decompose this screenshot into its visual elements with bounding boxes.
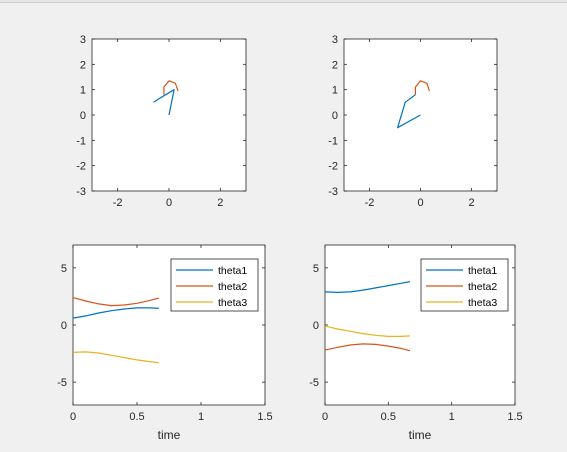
x-tick-label: 0 xyxy=(70,411,76,423)
y-tick-label: 1 xyxy=(332,85,338,97)
series-line-end-effector-trace xyxy=(163,80,179,95)
y-tick-label: 2 xyxy=(80,59,86,71)
y-tick-label: -3 xyxy=(328,186,338,198)
x-tick-label: 1.5 xyxy=(507,411,522,423)
window-top-edge xyxy=(0,0,567,3)
x-tick-label: 2 xyxy=(217,197,223,209)
x-axis-label: time xyxy=(409,428,432,442)
x-axis-label: time xyxy=(158,428,181,442)
x-tick-label: 0 xyxy=(417,197,423,209)
x-tick-label: 1 xyxy=(449,411,455,423)
y-tick-label: 0 xyxy=(332,110,338,122)
series-line-arm xyxy=(397,94,421,129)
y-tick-label: 2 xyxy=(332,59,338,71)
y-tick-label: 3 xyxy=(332,34,338,46)
y-tick-label: 5 xyxy=(313,263,319,275)
x-tick-label: 1 xyxy=(198,411,204,423)
x-tick-label: 0 xyxy=(166,197,172,209)
x-tick-label: 0.5 xyxy=(129,411,144,423)
y-tick-label: 0 xyxy=(80,110,86,122)
legend: theta1 theta2 theta3 xyxy=(170,258,259,312)
y-tick-label: -1 xyxy=(76,135,86,147)
series-line-theta2 xyxy=(324,343,411,352)
y-tick-label: -2 xyxy=(328,161,338,173)
y-tick-label: -2 xyxy=(76,161,86,173)
axes-top-right: -2 0 2 -3 -2 -1 0 1 2 3 xyxy=(328,34,498,209)
legend-label-theta1: theta1 xyxy=(218,265,247,277)
x-tick-label: 0 xyxy=(322,411,328,423)
x-tick-label: 2 xyxy=(468,197,474,209)
series-line-theta3 xyxy=(324,325,410,337)
series-line-arm xyxy=(153,89,175,116)
y-tick-label: 3 xyxy=(80,34,86,46)
legend-label-theta2: theta2 xyxy=(468,281,497,293)
axes-bottom-right: 0 0.5 1 1.5 -5 0 5 time theta1 theta2 theta3 xyxy=(309,244,523,442)
x-tick-label: -2 xyxy=(113,197,123,209)
legend-label-theta3: theta3 xyxy=(468,297,497,309)
axes-top-left: -2 0 2 -3 -2 -1 0 1 2 3 xyxy=(76,34,247,209)
y-tick-label: -3 xyxy=(76,186,86,198)
legend-label-theta3: theta3 xyxy=(218,297,247,309)
x-tick-label: -2 xyxy=(365,197,375,209)
legend-label-theta1: theta1 xyxy=(468,265,497,277)
y-tick-label: -5 xyxy=(309,377,319,389)
legend: theta1 theta2 theta3 xyxy=(420,258,509,312)
x-tick-label: 1.5 xyxy=(257,411,272,423)
x-tick-label: 0.5 xyxy=(381,411,396,423)
y-tick-label: 1 xyxy=(80,85,86,97)
legend-label-theta2: theta2 xyxy=(218,281,247,293)
y-tick-label: 5 xyxy=(61,263,67,275)
series-line-theta2 xyxy=(72,297,159,307)
y-tick-label: -1 xyxy=(328,135,338,147)
y-tick-label: 0 xyxy=(313,320,319,332)
y-tick-label: 0 xyxy=(61,320,67,332)
series-line-theta1 xyxy=(72,307,159,319)
axes-bottom-left: 0 0.5 1 1.5 -5 0 5 time theta1 theta2 theta3 xyxy=(57,244,273,442)
y-tick-label: -5 xyxy=(57,377,67,389)
series-line-theta1 xyxy=(324,281,411,293)
series-line-theta3 xyxy=(72,351,159,364)
series-line-end-effector-trace xyxy=(414,80,430,95)
